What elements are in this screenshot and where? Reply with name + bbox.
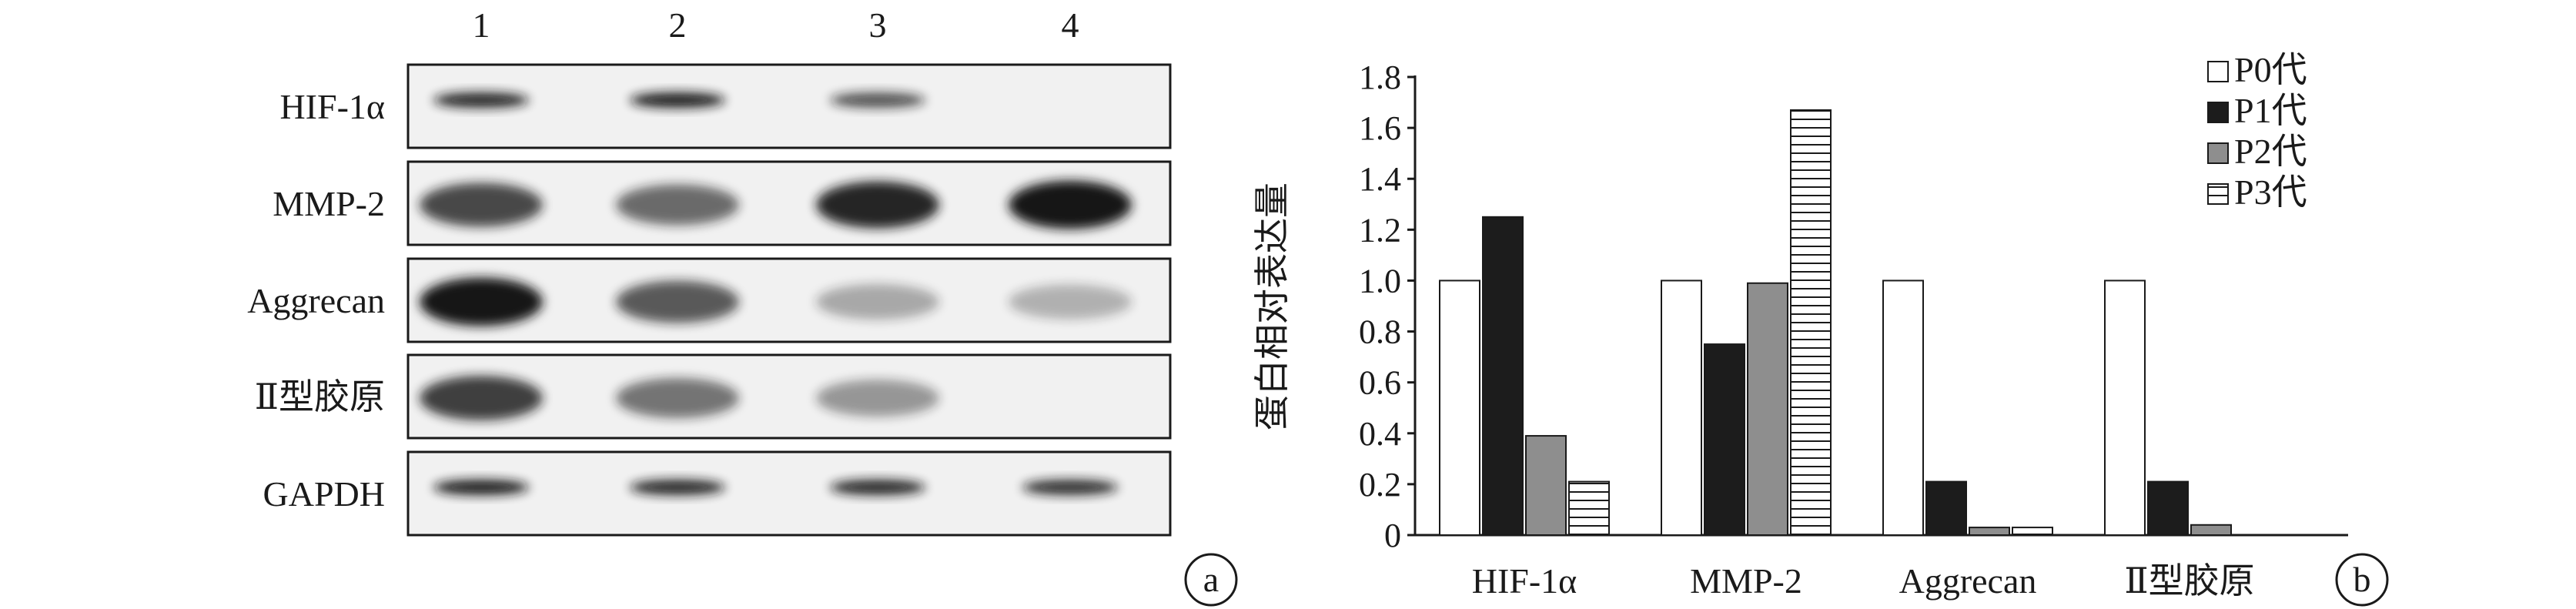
bar-P1代-Ⅱ型胶原 xyxy=(2147,480,2189,536)
blot-band xyxy=(616,184,739,226)
blot-band xyxy=(816,181,939,229)
bar-P0代-Ⅱ型胶原 xyxy=(2104,279,2146,536)
y-tick-label: 0.6 xyxy=(1359,364,1401,402)
svg-text:a: a xyxy=(1203,560,1219,599)
blot-band xyxy=(1009,180,1132,229)
bar-P2代-Aggrecan xyxy=(1969,527,2010,536)
blot-band xyxy=(420,182,543,227)
panel-b-letter: b xyxy=(2335,553,2389,607)
legend-swatch xyxy=(2207,183,2229,205)
blot-strip xyxy=(406,63,1172,149)
legend-entry: P3代 xyxy=(2234,172,2307,212)
blot-row-label: MMP-2 xyxy=(273,184,385,223)
blot-row-label: GAPDH xyxy=(263,474,385,514)
blot-band xyxy=(616,280,739,323)
bar-P2代-MMP-2 xyxy=(1747,282,1788,536)
y-tick-label: 0 xyxy=(1384,517,1401,554)
blot-band xyxy=(830,92,925,108)
panel-a-letter: a xyxy=(1184,553,1238,607)
y-tick-label: 0.8 xyxy=(1359,313,1401,351)
legend-swatch xyxy=(2207,142,2229,164)
legend-swatch xyxy=(2207,61,2229,82)
y-tick-label: 1.8 xyxy=(1359,59,1401,96)
bar-P3代-HIF-1α xyxy=(1568,480,1610,536)
y-tick-label: 1.6 xyxy=(1359,109,1401,147)
blot-row-label: Aggrecan xyxy=(247,281,385,320)
x-category-label: MMP-2 xyxy=(1690,561,1802,601)
bar-P3代-MMP-2 xyxy=(1790,109,1832,536)
blot-band xyxy=(616,378,739,418)
legend-entry: P0代 xyxy=(2234,50,2307,89)
legend-entry: P2代 xyxy=(2234,132,2307,171)
bar-P1代-MMP-2 xyxy=(1704,343,1745,537)
blot-band xyxy=(420,376,543,420)
legend-swatch xyxy=(2207,102,2229,123)
y-tick-label: 0.4 xyxy=(1359,415,1401,453)
lane-number-1: 1 xyxy=(473,5,490,45)
bar-P1代-HIF-1α xyxy=(1482,216,1524,536)
bar-P1代-Aggrecan xyxy=(1925,480,1967,536)
bar-P3代-Aggrecan xyxy=(2012,527,2053,536)
blot-band xyxy=(433,92,529,108)
blot-band xyxy=(433,480,529,495)
blot-band xyxy=(630,92,725,108)
x-category-label: Ⅱ型胶原 xyxy=(2124,561,2254,601)
y-tick-label: 0.2 xyxy=(1359,466,1401,504)
blot-band xyxy=(630,480,725,495)
blot-row: Aggrecan xyxy=(247,257,1172,343)
blot-row: HIF-1α xyxy=(279,63,1172,149)
bar-P0代-HIF-1α xyxy=(1439,279,1480,536)
lane-number-4: 4 xyxy=(1062,5,1079,45)
svg-text:b: b xyxy=(2354,560,2371,599)
bar-P0代-Aggrecan xyxy=(1882,279,1924,536)
blot-band xyxy=(1009,284,1132,320)
blot-row: GAPDH xyxy=(263,450,1172,537)
y-tick-label: 1.2 xyxy=(1359,211,1401,249)
blot-band xyxy=(830,480,925,495)
bar-P2代-HIF-1α xyxy=(1525,435,1567,536)
y-tick-label: 1.4 xyxy=(1359,160,1401,198)
x-category-label: Aggrecan xyxy=(1899,561,2037,601)
x-category-label: HIF-1α xyxy=(1472,561,1577,601)
lane-number-3: 3 xyxy=(869,5,887,45)
blot-band xyxy=(816,380,939,417)
blot-row-label: Ⅱ型胶原 xyxy=(255,377,385,417)
lane-number-2: 2 xyxy=(669,5,687,45)
blot-band xyxy=(420,277,543,326)
blot-band xyxy=(816,284,939,320)
panel-b-bar-chart: 0 0.2 0.4 0.6 0.8 1.0 1.2 1.4 1.6 1.8 蛋白相对表达量 HIF-1… xyxy=(1251,50,2389,607)
y-tick-label: 1.0 xyxy=(1359,262,1401,299)
blot-row-label: HIF-1α xyxy=(279,87,385,126)
bar-P2代-Ⅱ型胶原 xyxy=(2190,524,2232,536)
blot-row: Ⅱ型胶原 xyxy=(255,353,1172,440)
blot-band xyxy=(1022,480,1118,495)
bar-P0代-MMP-2 xyxy=(1661,279,1702,536)
legend-entry: P1代 xyxy=(2234,91,2307,130)
blot-row: MMP-2 xyxy=(273,160,1172,246)
y-axis-label: 蛋白相对表达量 xyxy=(1251,182,1293,430)
panel-a-western-blot: 1 2 3 4 HIF-1α MMP-2 Aggrecan Ⅱ型胶原 GAPDH a xyxy=(247,5,1238,607)
